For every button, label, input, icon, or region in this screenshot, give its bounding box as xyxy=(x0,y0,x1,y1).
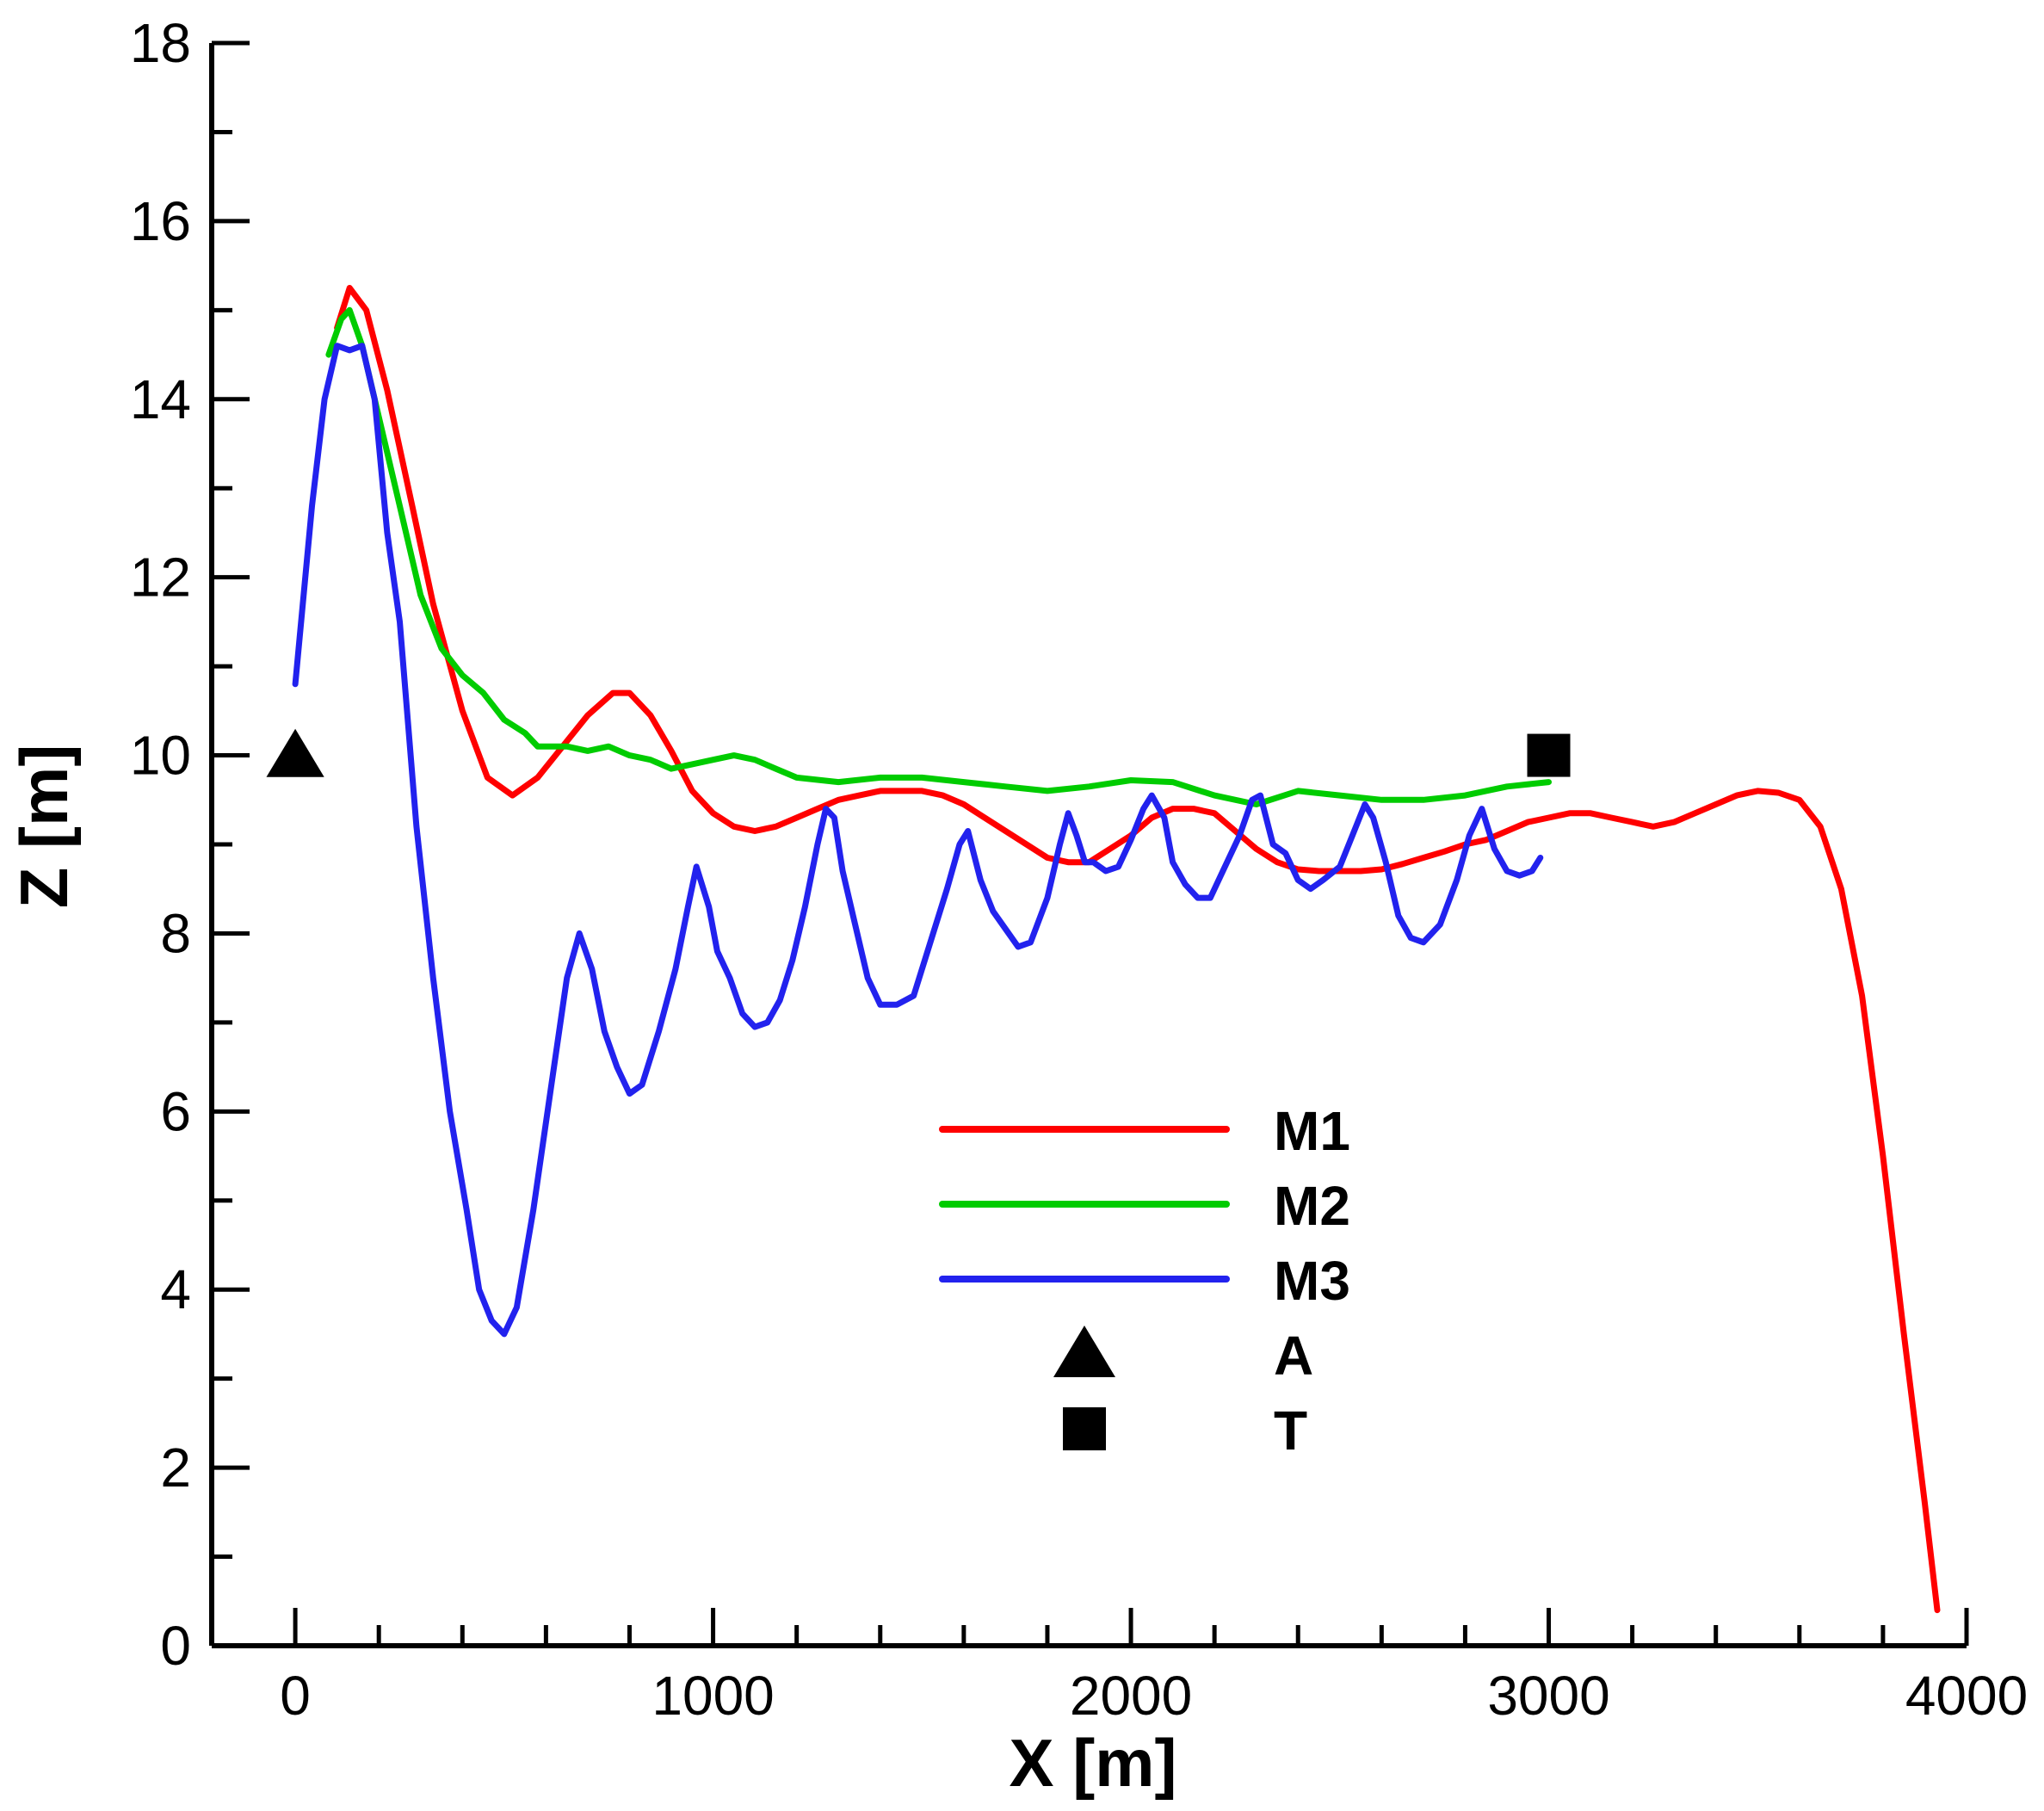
x-tick-label: 0 xyxy=(280,1665,311,1727)
y-tick-label: 18 xyxy=(130,12,191,74)
legend-swatch-a xyxy=(1053,1326,1115,1377)
y-tick-label: 14 xyxy=(130,368,191,430)
x-tick-label: 4000 xyxy=(1905,1665,2028,1727)
series-line-m1 xyxy=(334,285,1941,1614)
legend: M1 M2 M3 AT xyxy=(939,1100,1350,1462)
legend-label-m2: M2 xyxy=(1274,1175,1350,1237)
legend-label-m3: M3 xyxy=(1274,1250,1350,1312)
legend-label-t: T xyxy=(1274,1400,1307,1462)
y-tick-label: 0 xyxy=(160,1615,191,1677)
y-tick-label: 8 xyxy=(160,902,191,964)
x-tick-label: 1000 xyxy=(651,1665,774,1727)
x-tick-label: 3000 xyxy=(1487,1665,1609,1727)
legend-label-m1: M1 xyxy=(1274,1100,1350,1162)
series-line-m2 xyxy=(325,306,1552,807)
series-layer xyxy=(292,285,1941,1614)
marker-t xyxy=(1527,733,1571,777)
y-tick-label: 10 xyxy=(130,725,191,787)
markers-layer xyxy=(266,728,1571,777)
y-tick-label: 6 xyxy=(160,1080,191,1142)
series-line-m3 xyxy=(292,343,1544,1338)
y-tick-label: 4 xyxy=(160,1258,191,1320)
x-axis-title: X [m] xyxy=(1010,1725,1177,1801)
y-tick-label: 12 xyxy=(130,547,191,609)
x-tick-label: 2000 xyxy=(1070,1665,1192,1727)
legend-label-a: A xyxy=(1274,1325,1313,1387)
marker-a xyxy=(266,728,324,777)
y-tick-label: 16 xyxy=(130,190,191,252)
y-tick-label: 2 xyxy=(160,1437,191,1499)
axes: 0 1000 2000 3000 4000 0 2 4 6 8 10 12 14 16 18 xyxy=(130,12,2028,1727)
y-axis-title: Z [m] xyxy=(6,745,82,909)
legend-swatch-t xyxy=(1063,1407,1106,1450)
